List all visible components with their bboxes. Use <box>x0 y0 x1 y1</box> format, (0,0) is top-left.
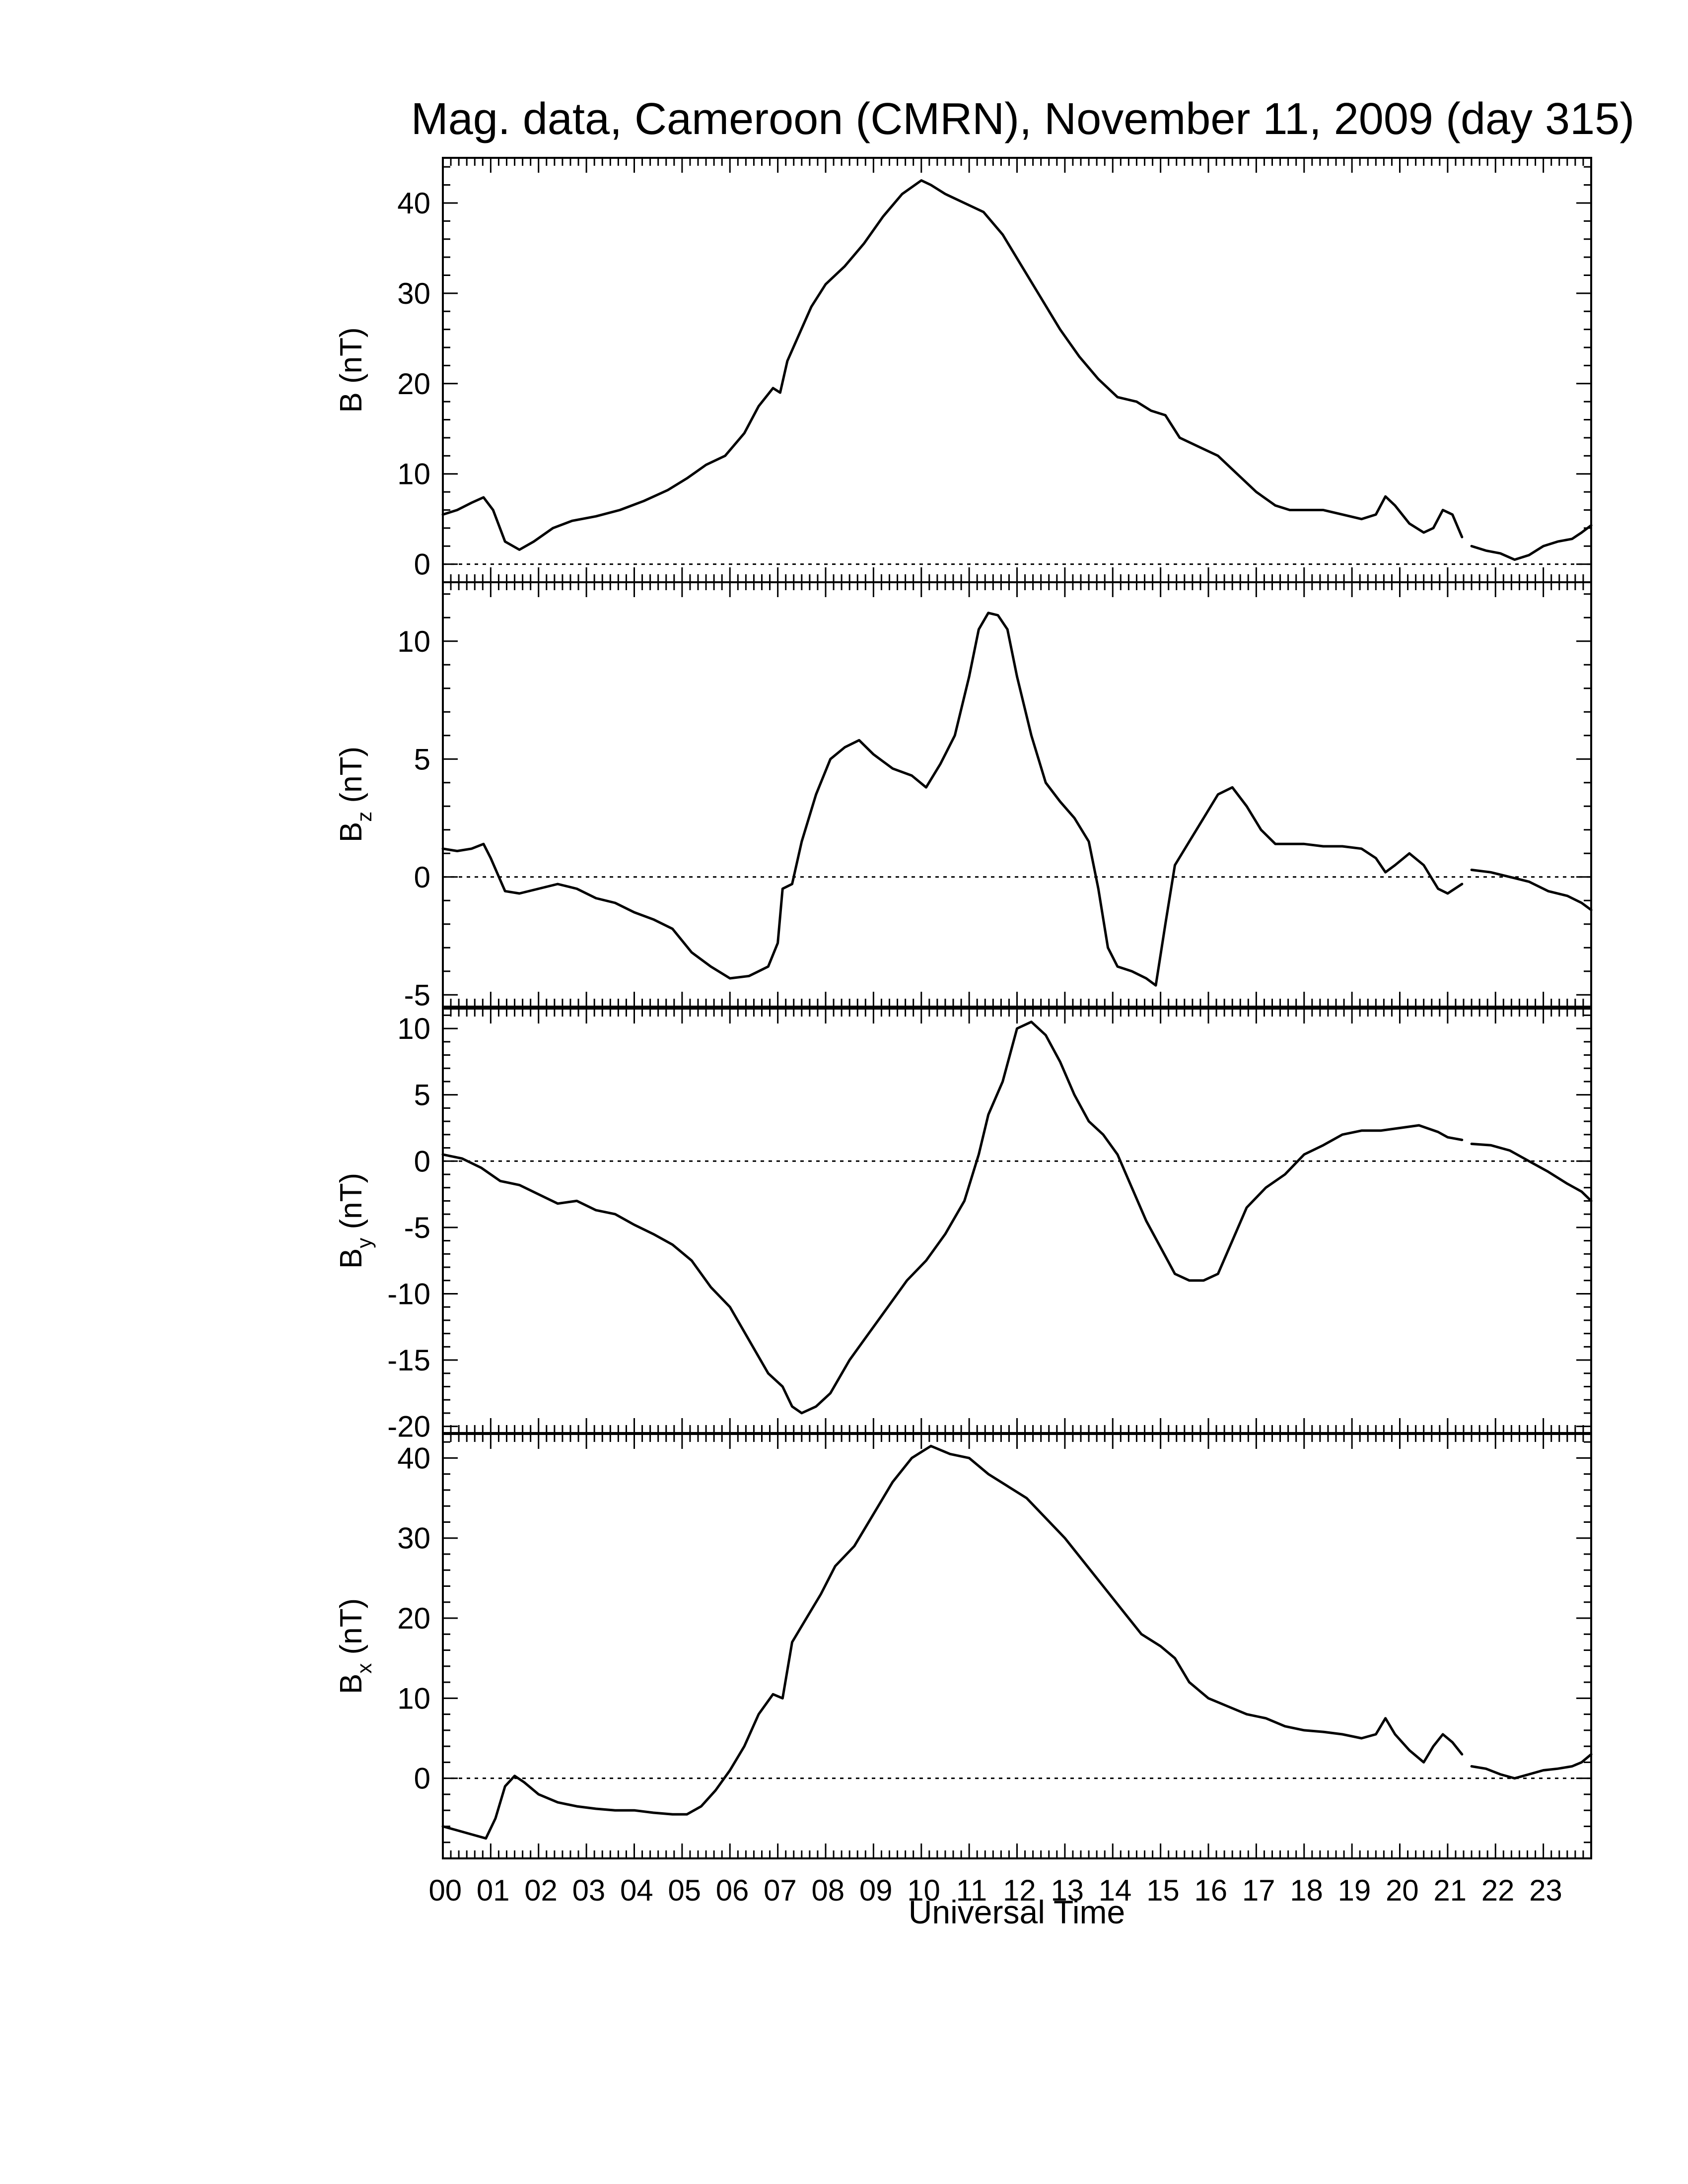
x-tick-label: 19 <box>1338 1874 1371 1907</box>
x-tick-label: 14 <box>1099 1874 1132 1907</box>
y-axis-label-main: B <box>334 1248 368 1269</box>
y-tick-label: -20 <box>387 1410 430 1443</box>
x-tick-label: 05 <box>668 1874 701 1907</box>
y-tick-label: -15 <box>387 1344 430 1377</box>
y-tick-label: -5 <box>404 978 430 1012</box>
x-tick-label: 00 <box>428 1874 462 1907</box>
x-tick-label: 02 <box>524 1874 558 1907</box>
x-tick-label: 22 <box>1481 1874 1515 1907</box>
y-axis-label-main: B <box>334 1674 368 1694</box>
x-tick-label: 10 <box>907 1874 940 1907</box>
panel-2: -20 -15 -10 -5 0 5 10 By (nT) <box>334 1008 1593 1443</box>
x-tick-label: 16 <box>1194 1874 1227 1907</box>
y-tick-label: 0 <box>414 1145 430 1178</box>
x-tick-label: 20 <box>1386 1874 1419 1907</box>
y-axis-label-main: B <box>334 392 368 412</box>
y-tick-label: 0 <box>414 861 430 894</box>
x-tick-label: 01 <box>477 1874 510 1907</box>
x-tick-label: 18 <box>1290 1874 1323 1907</box>
y-tick-label: 10 <box>397 625 430 658</box>
series-line-segment <box>441 612 1464 987</box>
x-tick-label: 07 <box>764 1874 797 1907</box>
y-tick-label: 40 <box>397 187 430 220</box>
x-tick-label: 11 <box>956 1874 987 1907</box>
y-tick-label: -5 <box>404 1211 430 1244</box>
x-tick-label: 06 <box>716 1874 749 1907</box>
y-axis-label-subscript: y <box>352 1238 376 1248</box>
panels-group: 0 10 20 30 40 B (nT) -5 0 5 10 Bz (nT) -20 -15 -10 -5 0… <box>334 157 1593 1859</box>
y-axis-label-unit: (nT) <box>334 327 368 392</box>
y-tick-label: 20 <box>397 1602 430 1635</box>
panel-0: 0 10 20 30 40 B (nT) <box>334 157 1593 583</box>
y-tick-label: 0 <box>414 548 430 581</box>
y-tick-label: 10 <box>397 458 430 491</box>
series-line-segment <box>1470 1753 1593 1780</box>
y-axis-label-unit: (nT) <box>334 747 368 812</box>
y-tick-label: 10 <box>397 1012 430 1045</box>
y-axis-label: By (nT) <box>334 1173 376 1269</box>
y-axis-label: Bx (nT) <box>334 1598 376 1694</box>
y-axis-label-unit: (nT) <box>334 1598 368 1663</box>
x-tick-label: 17 <box>1242 1874 1275 1907</box>
y-tick-label: 10 <box>397 1682 430 1715</box>
series-line-segment <box>441 179 1464 551</box>
y-tick-label: 30 <box>397 1522 430 1555</box>
x-tick-label: 23 <box>1529 1874 1562 1907</box>
x-tick-label: 15 <box>1146 1874 1180 1907</box>
x-tick-label: 04 <box>620 1874 653 1907</box>
x-axis-label: Universal Time <box>909 1894 1125 1930</box>
series-line-segment <box>1470 1143 1593 1202</box>
y-axis-label-subscript: x <box>352 1663 376 1674</box>
y-axis-label-unit: (nT) <box>334 1173 368 1238</box>
chart-title: Mag. data, Cameroon (CMRN), November 11,… <box>411 94 1634 144</box>
x-tick-label: 09 <box>859 1874 893 1907</box>
x-tick-label: 03 <box>572 1874 606 1907</box>
series-line-segment <box>441 1444 1464 1840</box>
series-line-segment <box>1470 524 1593 561</box>
y-tick-label: 0 <box>414 1762 430 1795</box>
series-line-segment <box>441 1021 1464 1415</box>
y-tick-label: 5 <box>414 743 430 776</box>
y-axis-label: B (nT) <box>334 327 368 412</box>
panel-3: 0 10 20 30 40 Bx (nT) <box>334 1433 1593 1859</box>
x-tick-label: 13 <box>1051 1874 1084 1907</box>
y-axis-label-subscript: z <box>352 812 376 822</box>
y-tick-label: 40 <box>397 1441 430 1475</box>
x-tick-label: 21 <box>1433 1874 1467 1907</box>
x-tick-label: 12 <box>1003 1874 1036 1907</box>
y-axis-label-main: B <box>334 822 368 842</box>
y-tick-label: 30 <box>397 277 430 310</box>
y-tick-label: 5 <box>414 1079 430 1112</box>
x-tick-label: 08 <box>811 1874 844 1907</box>
x-axis-group: 00 01 02 03 04 05 06 07 08 09 10 11 12 13 14 15 16 17 18 19… <box>428 1874 1562 1907</box>
y-axis-label: Bz (nT) <box>334 747 376 842</box>
y-tick-label: -10 <box>387 1277 430 1310</box>
series-line-segment <box>1470 869 1593 911</box>
y-tick-label: 20 <box>397 367 430 401</box>
panel-1: -5 0 5 10 Bz (nT) <box>334 581 1593 1012</box>
